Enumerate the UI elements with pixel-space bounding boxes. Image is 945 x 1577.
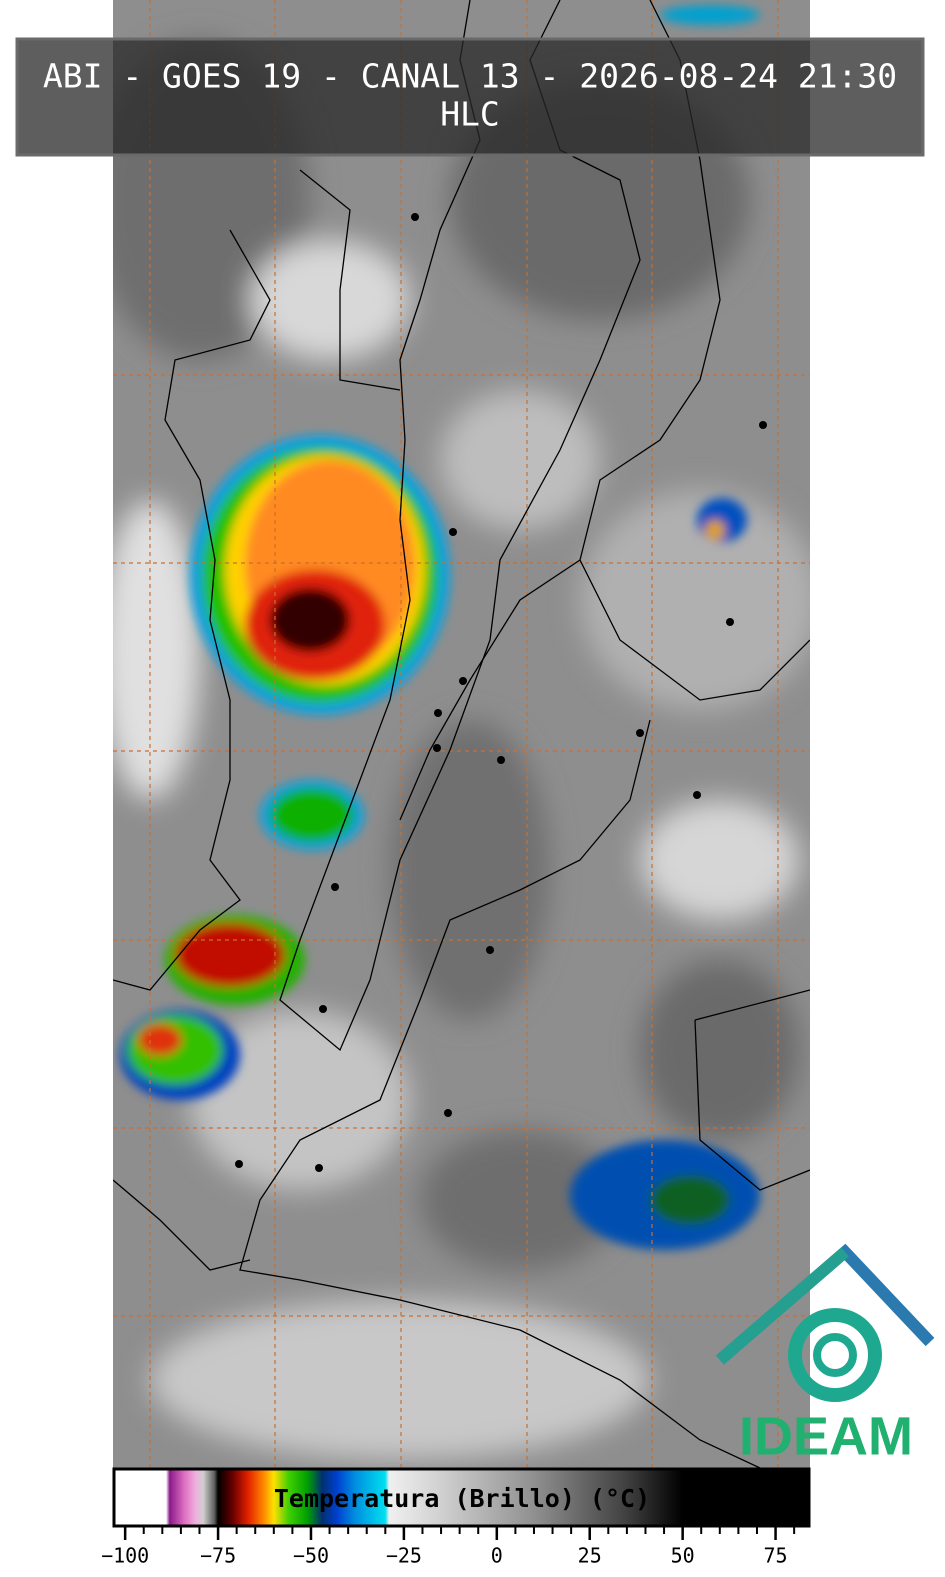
tick-label: 0 bbox=[491, 1544, 503, 1568]
tick-label: −25 bbox=[386, 1544, 422, 1568]
tick-label: −75 bbox=[200, 1544, 236, 1568]
storms bbox=[120, 5, 760, 1250]
tick-label: −100 bbox=[101, 1544, 149, 1568]
tick-label: −50 bbox=[293, 1544, 329, 1568]
borders bbox=[113, 0, 810, 1468]
tick-label: 75 bbox=[764, 1544, 788, 1568]
colorbar-label: Temperatura (Brillo) (°C) bbox=[274, 1484, 650, 1513]
tick-label: 25 bbox=[578, 1544, 602, 1568]
logo: IDEAM bbox=[716, 1243, 935, 1466]
subtitle: HLC bbox=[440, 95, 500, 134]
logo-text: IDEAM bbox=[739, 1406, 913, 1466]
satellite-image bbox=[113, 0, 810, 1468]
tick-label: 50 bbox=[671, 1544, 695, 1568]
colorbar bbox=[112, 1467, 811, 1528]
title: ABI - GOES 19 - CANAL 13 - 2026-08-24 21… bbox=[43, 57, 897, 96]
title-box bbox=[15, 37, 925, 157]
cities bbox=[235, 213, 767, 1172]
